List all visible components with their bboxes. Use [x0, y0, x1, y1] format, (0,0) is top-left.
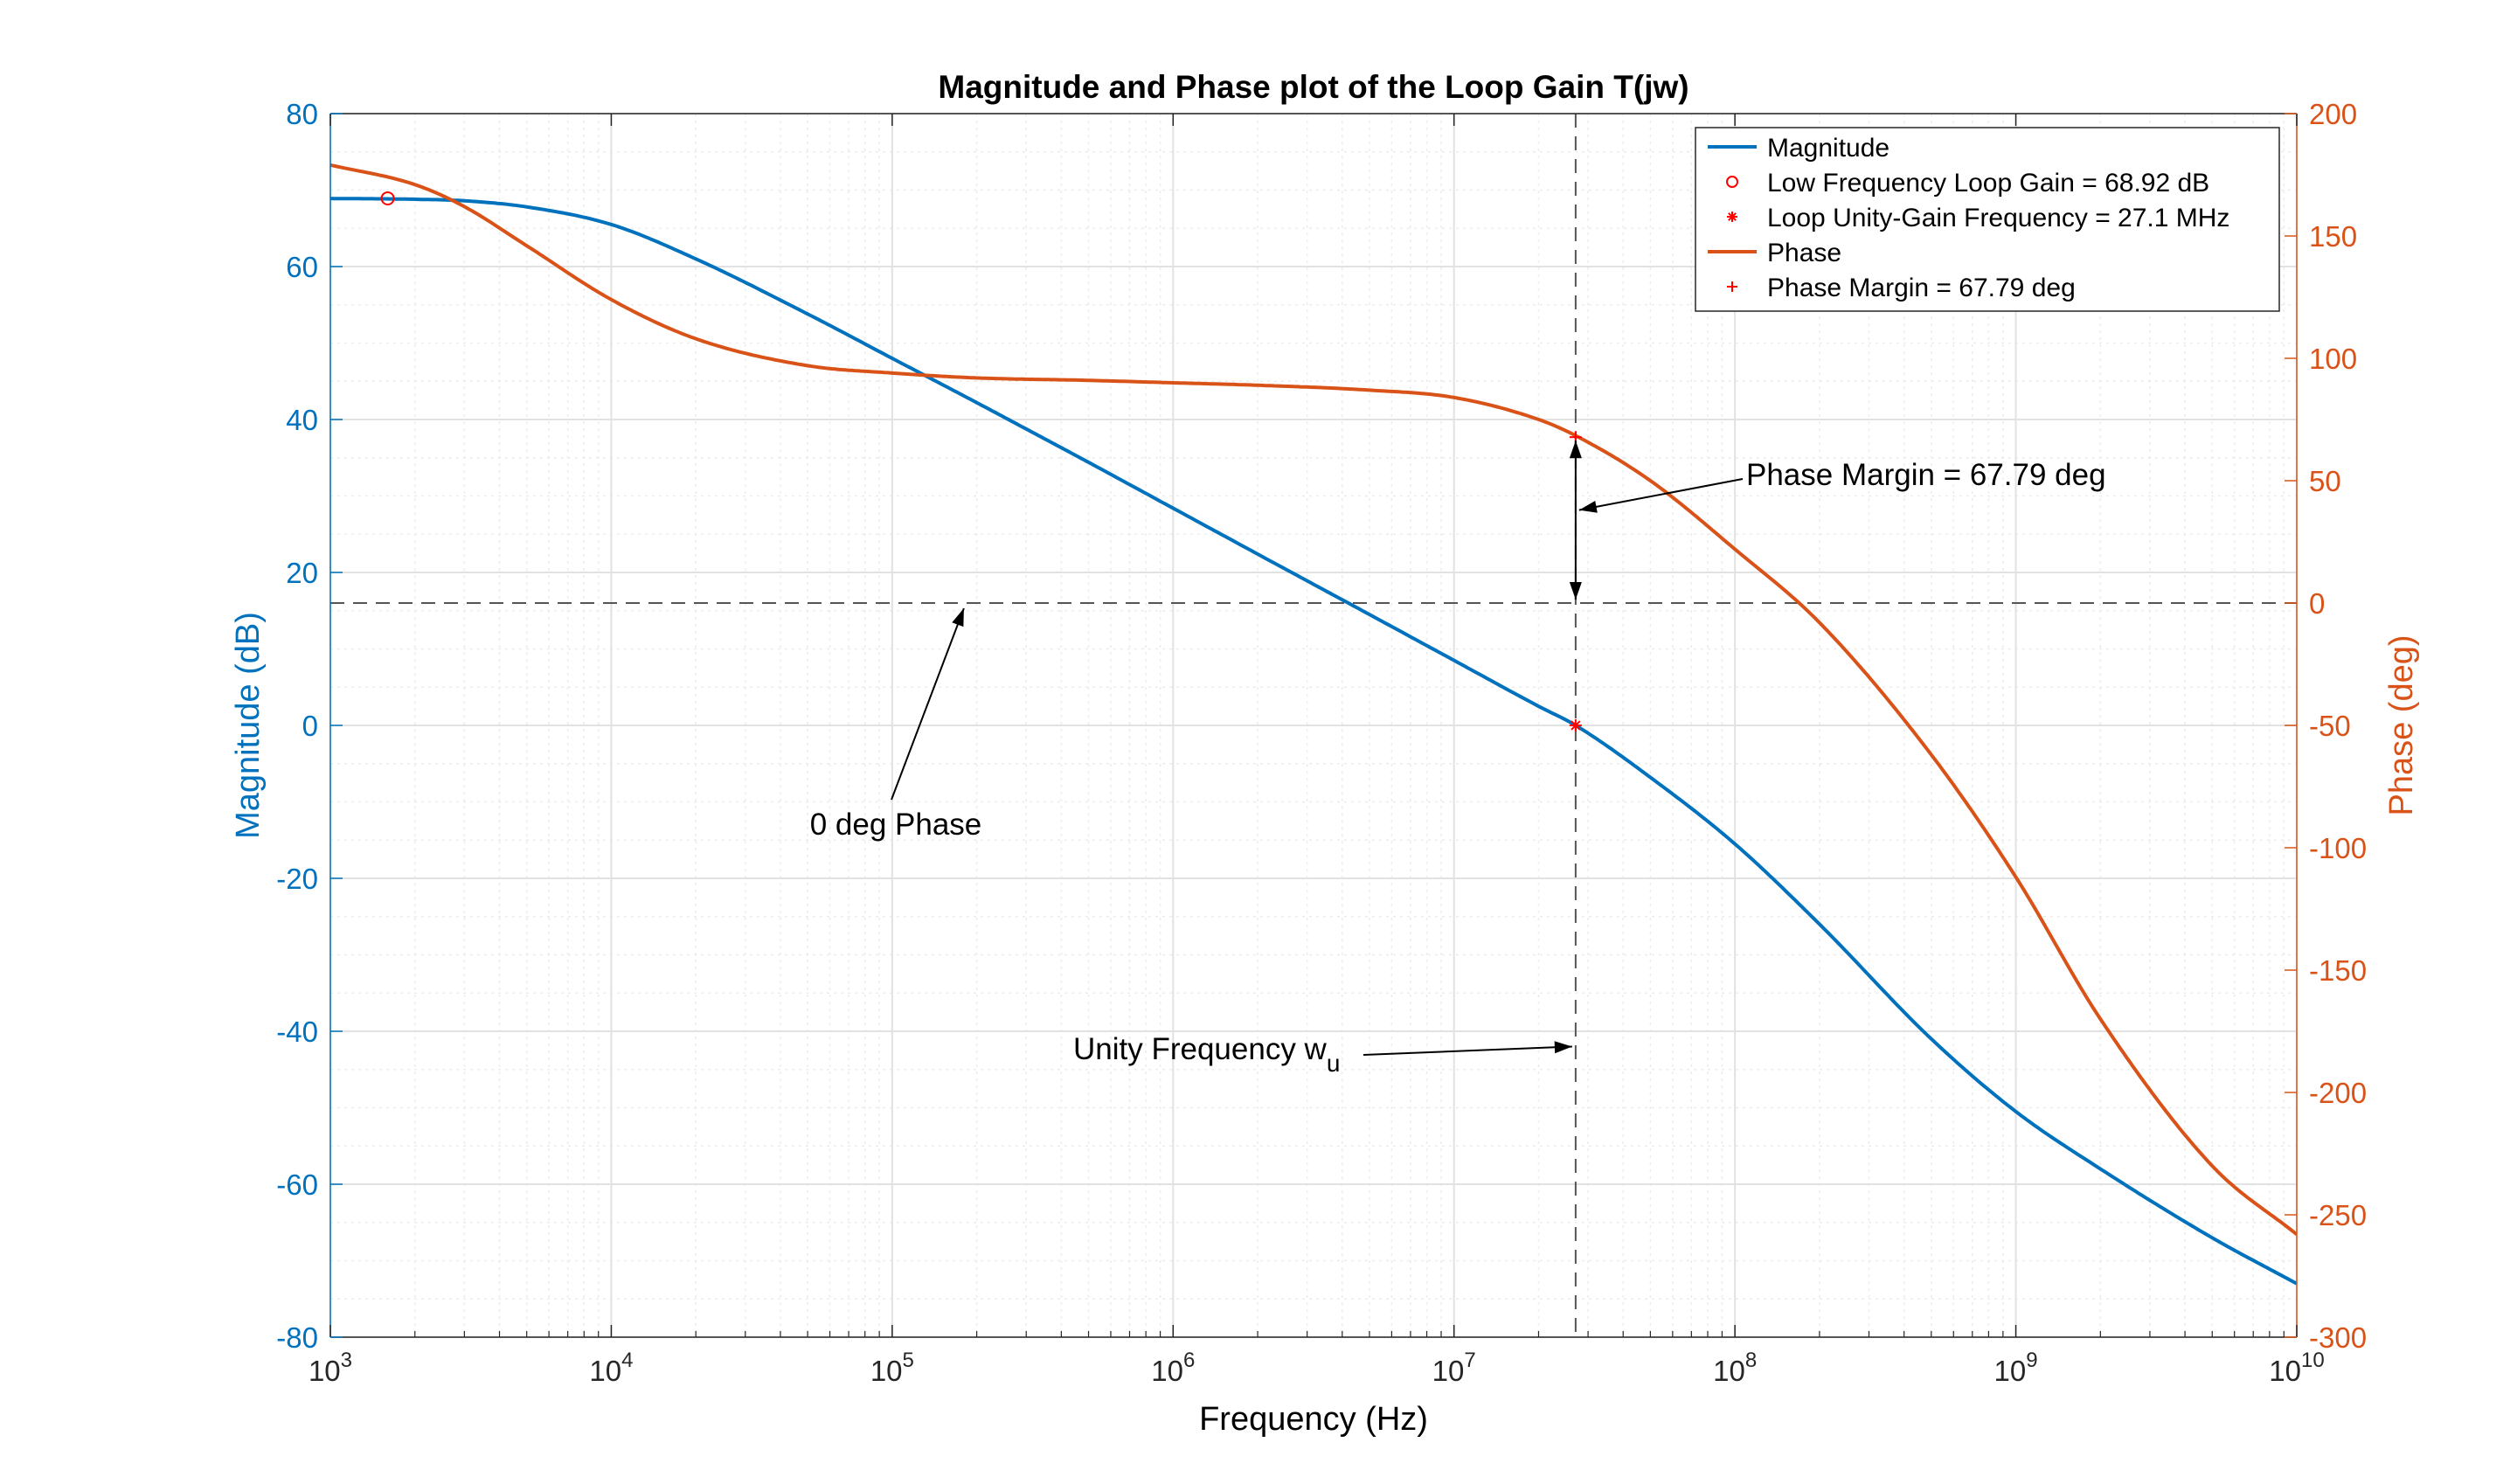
y-tick-label-left: 40: [286, 404, 318, 436]
y-axis-label-left: Magnitude (dB): [230, 612, 267, 839]
arrow-head: [952, 608, 964, 628]
y-tick-label-right: 50: [2309, 465, 2341, 497]
y-tick-label-left: 80: [286, 98, 318, 130]
phase-series-line: [330, 163, 2297, 1236]
y-tick-label-left: -40: [276, 1016, 318, 1048]
legend-entry: Phase: [1708, 239, 1841, 267]
x-tick-label: 104: [589, 1349, 633, 1387]
y-tick-label-right: 0: [2309, 587, 2325, 620]
ticks: 103 104 105 106 107 108 109 1010-80-60-40-20020…: [276, 98, 2367, 1387]
legend-entry: Loop Unity-Gain Frequency = 27.1 MHz: [1727, 204, 2229, 232]
y-tick-label-left: -60: [276, 1168, 318, 1201]
asterisk-stroke: [1571, 720, 1581, 731]
legend-swatch-marker: [1726, 176, 1738, 188]
y-tick-label-right: -50: [2309, 710, 2351, 742]
x-tick-label: 1010: [2269, 1349, 2324, 1387]
reference-lines: [330, 114, 2297, 1337]
phase-margin-annotation-arrow: [1578, 478, 1744, 513]
arrow-head: [1554, 1041, 1572, 1054]
legend: Magnitude Low Frequency Loop Gain = 68.92…: [1695, 127, 2280, 312]
y-axis-label-right: Phase (deg): [2383, 635, 2420, 815]
unity-frequency-annotation: Unity Frequency wu: [1073, 1032, 1340, 1077]
legend-swatch-marker: [1727, 281, 1737, 292]
x-tick-label: 106: [1151, 1349, 1195, 1387]
magnitude-series-line: [330, 197, 2297, 1286]
x-tick-label: 109: [1994, 1349, 2038, 1387]
phase-margin-annotation: Phase Margin = 67.79 deg: [1746, 458, 2106, 492]
arrow-shaft: [891, 607, 965, 801]
x-tick-label: 105: [870, 1349, 914, 1387]
arrow-shaft: [1578, 478, 1744, 511]
y-tick-label-right: -100: [2309, 832, 2367, 864]
legend-entry: Phase Margin = 67.79 deg: [1727, 274, 2076, 302]
unity-frequency-annotation-arrow: [1363, 1041, 1572, 1056]
y-tick-label-right: -200: [2309, 1077, 2367, 1109]
legend-swatch-marker: [1727, 212, 1737, 222]
legend-label: Magnitude: [1767, 134, 1889, 163]
x-tick-label: 108: [1713, 1349, 1757, 1387]
y-tick-label-right: -250: [2309, 1199, 2367, 1231]
legend-entry: Low Frequency Loop Gain = 68.92 dB: [1726, 169, 2209, 198]
y-tick-label-left: -80: [276, 1321, 318, 1354]
legend-label: Phase: [1767, 239, 1841, 267]
unity-gain-frequency-marker: [1569, 719, 1582, 732]
legend-label: Low Frequency Loop Gain = 68.92 dB: [1767, 169, 2209, 198]
y-tick-label-left: 20: [286, 557, 318, 589]
phase-margin-arrow-head-up: [1569, 440, 1582, 459]
y-tick-label-right: 100: [2309, 343, 2357, 375]
annotations: Phase Margin = 67.79 deg 0 deg Phase Unity…: [810, 440, 2106, 1077]
asterisk-stroke: [1728, 212, 1737, 221]
legend-box: [1695, 127, 2280, 312]
phase-margin-arrow-head-down: [1569, 582, 1582, 600]
y-tick-label-left: 0: [302, 710, 318, 742]
arrow-head: [1578, 500, 1598, 513]
x-tick-label: 103: [309, 1349, 352, 1387]
zero-deg-phase-annotation: 0 deg Phase: [810, 808, 982, 842]
y-tick-label-left: 60: [286, 251, 318, 283]
x-tick-label: 107: [1432, 1349, 1476, 1387]
arrow-shaft: [1363, 1045, 1572, 1056]
y-tick-label-right: 200: [2309, 98, 2357, 130]
legend-entry: Magnitude: [1708, 134, 1889, 163]
x-axis-label: Frequency (Hz): [1199, 1401, 1428, 1438]
zero-deg-phase-annotation-arrow: [891, 607, 965, 801]
low-frequency-gain-marker: [380, 191, 395, 205]
y-tick-label-left: -20: [276, 863, 318, 895]
legend-label: Loop Unity-Gain Frequency = 27.1 MHz: [1767, 204, 2229, 232]
legend-label: Phase Margin = 67.79 deg: [1767, 274, 2076, 302]
y-tick-label-right: -150: [2309, 954, 2367, 987]
y-tick-label-right: -300: [2309, 1321, 2367, 1354]
y-tick-label-right: 150: [2309, 220, 2357, 253]
chart-title: Magnitude and Phase plot of the Loop Gai…: [938, 69, 1688, 105]
